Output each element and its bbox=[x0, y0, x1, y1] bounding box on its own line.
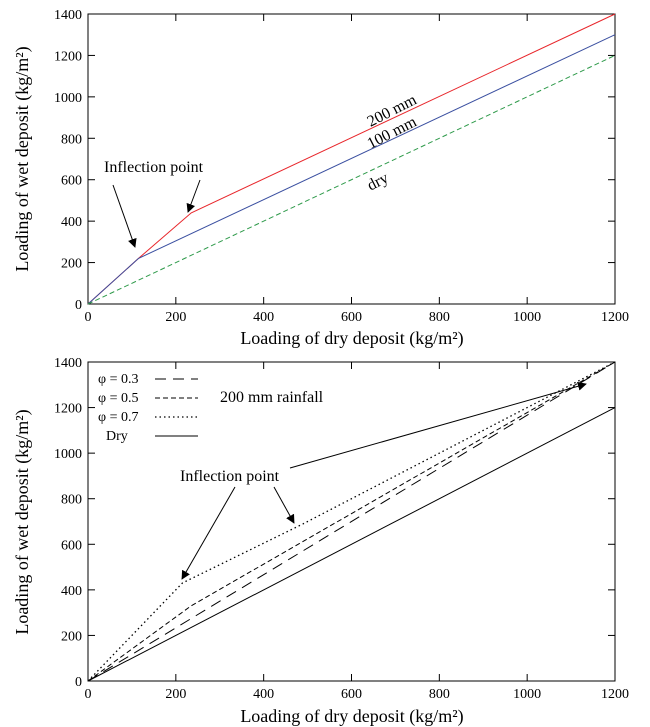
y-tick-label: 1200 bbox=[54, 49, 82, 64]
y-tick-label: 800 bbox=[61, 493, 82, 508]
arrow-to-inflection-2 bbox=[273, 486, 295, 524]
x-axis-label: Loading of dry deposit (kg/m²) bbox=[240, 328, 463, 349]
y-tick-label: 1400 bbox=[54, 8, 82, 23]
legend-label: φ = 0.5 bbox=[98, 391, 138, 406]
x-tick-label: 1200 bbox=[601, 687, 629, 702]
series-layer bbox=[87, 13, 616, 305]
x-tick-label: 200 bbox=[165, 687, 186, 702]
arrow-to-inflection-1 bbox=[112, 184, 137, 248]
arrow-to-inflection-2 bbox=[186, 179, 201, 213]
annotation-inflection-point: Inflection point bbox=[180, 468, 280, 485]
x-tick-label: 200 bbox=[165, 310, 186, 325]
series-line-3 bbox=[87, 407, 616, 682]
series-line-0 bbox=[87, 361, 616, 682]
legend-item-phi-0.7: φ = 0.7 bbox=[98, 410, 198, 425]
series-line-1 bbox=[87, 34, 616, 305]
x-tick-label: 400 bbox=[253, 310, 274, 325]
x-tick-label: 800 bbox=[429, 310, 450, 325]
y-axis-label: Loading of wet deposit (kg/m²) bbox=[12, 409, 33, 634]
series-layer bbox=[87, 361, 616, 682]
axes: 0 200 400 600 800 1000 1200 0 200 400 600 800 1000 12… bbox=[54, 8, 629, 325]
chart-bottom: 0 200 400 600 800 1000 1200 0 200 400 600 800 1000 12… bbox=[12, 356, 629, 727]
axes: 0 200 400 600 800 1000 1200 0 200 400 600 800 1000 12… bbox=[54, 356, 629, 702]
y-tick-label: 600 bbox=[61, 174, 82, 189]
x-tick-label: 400 bbox=[253, 687, 274, 702]
x-tick-label: 600 bbox=[341, 687, 362, 702]
chart-top: 0 200 400 600 800 1000 1200 0 200 400 600 800 1000 12… bbox=[12, 8, 629, 349]
legend-label: Dry bbox=[106, 429, 128, 444]
y-tick-label: 200 bbox=[61, 257, 82, 272]
series-line-2 bbox=[87, 361, 616, 682]
legend-label: φ = 0.7 bbox=[98, 410, 138, 425]
arrow-to-inflection-1 bbox=[181, 486, 236, 580]
legend-item-dry: Dry bbox=[106, 429, 198, 444]
y-tick-label: 200 bbox=[61, 629, 82, 644]
x-tick-label: 0 bbox=[85, 687, 92, 702]
y-tick-label: 0 bbox=[75, 675, 82, 690]
x-tick-label: 1200 bbox=[601, 310, 629, 325]
x-tick-label: 600 bbox=[341, 310, 362, 325]
series-label-dry: dry bbox=[365, 170, 392, 195]
y-tick-label: 400 bbox=[61, 215, 82, 230]
legend-item-phi-0.3: φ = 0.3 bbox=[98, 372, 198, 387]
x-tick-label: 1000 bbox=[513, 310, 541, 325]
x-tick-label: 800 bbox=[429, 687, 450, 702]
y-axis-label: Loading of wet deposit (kg/m²) bbox=[12, 46, 33, 271]
series-line-2 bbox=[87, 54, 616, 305]
annotation-rainfall: 200 mm rainfall bbox=[220, 389, 324, 406]
legend-item-phi-0.5: φ = 0.5 bbox=[98, 391, 198, 406]
y-tick-label: 1200 bbox=[54, 402, 82, 417]
arrow-to-top-right bbox=[289, 381, 587, 469]
y-tick-label: 1000 bbox=[54, 91, 82, 106]
y-tick-label: 400 bbox=[61, 584, 82, 599]
legend: φ = 0.3 φ = 0.5 φ = 0.7 Dry bbox=[98, 372, 198, 444]
x-tick-label: 1000 bbox=[513, 687, 541, 702]
y-tick-label: 0 bbox=[75, 298, 82, 313]
annotation-inflection-point: Inflection point bbox=[104, 159, 204, 176]
y-tick-label: 600 bbox=[61, 538, 82, 553]
y-tick-label: 1400 bbox=[54, 356, 82, 371]
y-tick-label: 1000 bbox=[54, 447, 82, 462]
x-axis-label: Loading of dry deposit (kg/m²) bbox=[240, 706, 463, 727]
x-tick-label: 0 bbox=[85, 310, 92, 325]
series-line-1 bbox=[87, 361, 616, 682]
legend-label: φ = 0.3 bbox=[98, 372, 138, 387]
y-tick-label: 800 bbox=[61, 132, 82, 147]
